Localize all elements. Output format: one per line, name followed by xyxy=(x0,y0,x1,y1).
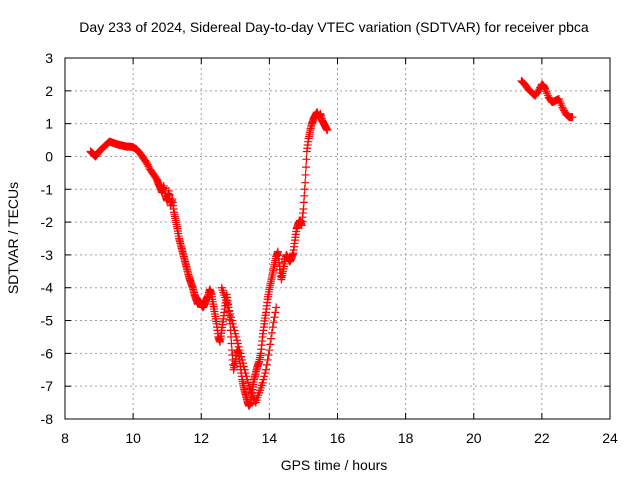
data-point-marker xyxy=(543,91,552,100)
data-point-marker xyxy=(267,334,276,343)
data-point-marker xyxy=(560,106,569,115)
y-tick-label: 1 xyxy=(45,116,53,132)
data-point-marker xyxy=(226,309,235,318)
data-point-marker xyxy=(267,328,276,337)
y-tick-label: -8 xyxy=(41,411,54,427)
data-point-marker xyxy=(230,326,239,335)
data-point-marker xyxy=(269,318,278,327)
grid xyxy=(65,58,610,419)
x-tick-label: 16 xyxy=(330,430,346,446)
data-point-marker xyxy=(268,323,277,332)
data-point-marker xyxy=(224,303,233,312)
x-tick-label: 18 xyxy=(398,430,414,446)
y-tick-label: -4 xyxy=(41,280,54,296)
data-point-marker xyxy=(239,362,248,371)
data-point-marker xyxy=(555,97,564,106)
data-point-marker xyxy=(264,351,273,360)
x-tick-label: 12 xyxy=(193,430,209,446)
data-point-marker xyxy=(238,355,247,364)
data-point-marker xyxy=(233,336,242,345)
data-point-marker xyxy=(248,392,257,401)
y-tick-labels: -8 -7 -6 -5 -4 -3 -2 -1 0 1 2 3 xyxy=(41,50,54,427)
data-point-marker xyxy=(271,308,280,317)
x-tick-labels: 8 10 12 14 16 18 20 22 24 xyxy=(61,430,618,446)
x-tick-label: 8 xyxy=(61,430,69,446)
y-tick-label: -1 xyxy=(41,181,54,197)
data-point-marker xyxy=(323,126,332,135)
data-point-marker xyxy=(534,86,543,95)
data-point-marker xyxy=(263,355,272,364)
data-point-marker xyxy=(260,372,269,381)
data-point-marker xyxy=(240,365,249,374)
data-point-marker xyxy=(225,306,234,315)
data-point-marker xyxy=(233,339,242,348)
x-tick-label: 14 xyxy=(262,430,278,446)
data-point-marker xyxy=(258,378,267,387)
y-tick-label: 0 xyxy=(45,148,53,164)
data-point-marker xyxy=(244,378,253,387)
data-point-marker xyxy=(542,89,551,98)
data-point-marker xyxy=(227,313,236,322)
data-point-marker xyxy=(542,87,551,96)
data-point-marker xyxy=(272,303,281,312)
data-point-marker xyxy=(556,99,565,108)
data-point-marker xyxy=(142,159,151,168)
data-point-marker xyxy=(232,332,241,341)
data-point-marker xyxy=(266,340,275,349)
data-point-marker xyxy=(554,95,563,104)
data-point-marker xyxy=(144,162,153,171)
data-point-marker xyxy=(237,352,246,361)
data-point-marker xyxy=(559,104,568,113)
data-point-marker xyxy=(234,342,243,351)
y-tick-label: -5 xyxy=(41,313,54,329)
data-point-marker xyxy=(235,346,244,355)
data-point-marker xyxy=(238,359,247,368)
data-point-marker xyxy=(242,372,251,381)
data-point-marker xyxy=(243,375,252,384)
y-tick-label: 2 xyxy=(45,83,53,99)
x-axis-label: GPS time / hours xyxy=(281,457,388,473)
data-point-marker xyxy=(262,360,271,369)
x-tick-label: 10 xyxy=(125,430,141,446)
y-tick-label: -7 xyxy=(41,378,54,394)
data-point-marker xyxy=(557,101,566,110)
data-point-marker xyxy=(558,103,567,112)
data-point-marker xyxy=(301,178,310,187)
data-point-marker xyxy=(265,346,274,355)
y-tick-label: -3 xyxy=(41,247,54,263)
data-point-marker xyxy=(301,163,310,172)
x-tick-label: 22 xyxy=(534,430,550,446)
data-point-marker xyxy=(270,313,279,322)
data-point-marker xyxy=(302,155,311,164)
y-tick-label: -6 xyxy=(41,345,54,361)
data-point-marker xyxy=(229,323,238,332)
data-point-marker xyxy=(259,375,268,384)
plot-frame xyxy=(64,57,611,420)
data-point-marker xyxy=(541,85,550,94)
data-point-marker xyxy=(143,160,152,169)
data-point-marker xyxy=(228,319,237,328)
data-point-marker xyxy=(301,170,310,179)
y-axis-label: SDTVAR / TECUs xyxy=(5,182,21,294)
chart-title: Day 233 of 2024, Sidereal Day-to-day VTE… xyxy=(79,19,589,35)
data-series-pbca xyxy=(86,76,577,410)
data-point-marker xyxy=(231,329,240,338)
y-tick-label: -2 xyxy=(41,214,54,230)
x-tick-label: 20 xyxy=(466,430,482,446)
data-point-marker xyxy=(261,369,270,378)
data-point-marker xyxy=(236,349,245,358)
data-point-marker xyxy=(568,113,577,122)
data-point-marker xyxy=(241,369,250,378)
data-point-marker xyxy=(261,365,270,374)
data-point-marker xyxy=(227,316,236,325)
y-tick-label: 3 xyxy=(45,50,53,66)
x-tick-label: 24 xyxy=(602,430,618,446)
